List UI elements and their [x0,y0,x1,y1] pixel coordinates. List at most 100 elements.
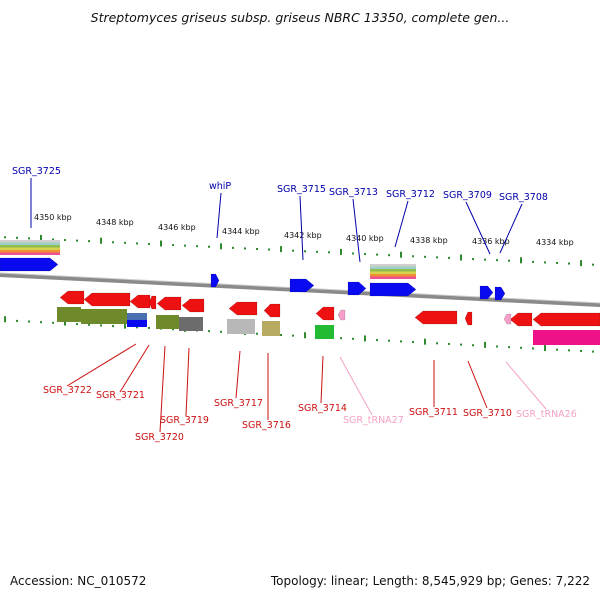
scale-tick [76,239,78,242]
scale-tick [28,320,30,323]
scale-label: 4344 kbp [222,227,260,236]
scale-tick [316,250,318,253]
scale-tick [172,244,174,247]
scale-tick [460,343,462,346]
scale-tick [376,339,378,342]
scale-tick [292,334,294,337]
reverse-gene-label: SGR_3720 [135,432,184,443]
annotation-band [0,252,60,255]
annotation-band [370,276,416,279]
feature-box-green [315,325,334,339]
scale-tick [364,253,366,256]
leader-line [467,360,488,409]
scale-tick [376,253,378,256]
leader-line [499,203,523,254]
scale-tick [160,240,162,247]
scale-tick [100,237,102,244]
scale-tick [172,328,174,331]
scale-tick [328,251,330,254]
annotation-band [0,242,60,245]
reverse-gene-block [181,298,205,313]
scale-label: 4334 kbp [536,238,574,247]
feature-box-olive [156,315,179,329]
scale-tick [448,342,450,345]
genome-title: Streptomyces griseus subsp. griseus NBRC… [90,10,510,25]
leader-line [339,356,373,416]
scale-tick [292,249,294,252]
scale-tick [28,237,30,240]
scale-tick [184,244,186,247]
scale-tick [484,258,486,261]
reverse-gene-block [509,312,533,327]
scale-tick [148,326,150,329]
gene-labels: SGR_3725 whiP SGR_3715 SGR_3713 SGR_3712 SGR_… [12,166,577,443]
forward-gene-block [347,281,367,296]
reverse-gene-block [83,292,131,307]
scale-tick [304,250,306,253]
scale-label: 4342 kbp [284,231,322,240]
scale-tick [232,246,234,249]
scale-tick [100,324,102,327]
reverse-gene-label: SGR_3717 [214,398,263,409]
reverse-gene-block [156,296,182,311]
scale-label: 4348 kbp [96,218,134,227]
scale-tick [388,339,390,342]
forward-gene-block [210,273,220,288]
scale-label: 4346 kbp [158,223,196,232]
forward-gene-label: SGR_3712 [386,189,435,200]
scale-tick [364,335,366,342]
reverse-gene-block [263,303,281,318]
scale-tick [544,261,546,264]
annotation-band [370,274,416,277]
annotation-band [370,269,416,272]
forward-gene-block [494,286,506,301]
scale-tick [460,254,462,261]
scale-tick [424,255,426,258]
scale-tick [436,256,438,259]
scale-tick [16,236,18,239]
scale-tick [400,251,402,258]
forward-gene-block [289,278,315,293]
scale-tick [508,346,510,349]
scale-tick [220,330,222,333]
annotation-band [370,271,416,274]
reverse-gene-label: SGR_3722 [43,385,92,396]
trna-gene-label: SGR_tRNA26 [516,409,577,420]
scale-tick [568,262,570,265]
scale-ticks [4,234,594,353]
scale-tick [76,323,78,326]
scale-tick [520,257,522,264]
leader-line [235,350,241,399]
reverse-gene-block [532,312,600,327]
forward-gene-block [0,257,59,272]
reverse-gene-label: SGR_3711 [409,407,458,418]
trna-gene-block [337,309,346,321]
scale-tick [568,349,570,352]
scale-tick [400,340,402,343]
scale-tick [472,258,474,261]
leader-line [299,195,304,261]
annotation-band [370,264,416,267]
forward-gene-label: whiP [209,181,231,192]
scale-tick [412,255,414,258]
scale-tick [436,342,438,345]
scale-tick [556,261,558,264]
annotation-band [0,240,60,243]
scale-tick [112,325,114,328]
scale-tick [88,240,90,243]
scale-tick [508,259,510,262]
annotation-band [0,247,60,250]
forward-gene-label: SGR_3713 [329,187,378,198]
scale-tick [580,349,582,352]
leader-line [465,201,491,255]
feature-box-lightgray [227,319,255,334]
feature-box-olive [81,309,127,324]
leader-line [320,355,324,404]
reverse-gene-label: SGR_3721 [96,390,145,401]
scale-tick [412,341,414,344]
scale-tick [580,260,582,267]
scale-tick [256,247,258,250]
reverse-gene-label: SGR_3716 [242,420,291,431]
